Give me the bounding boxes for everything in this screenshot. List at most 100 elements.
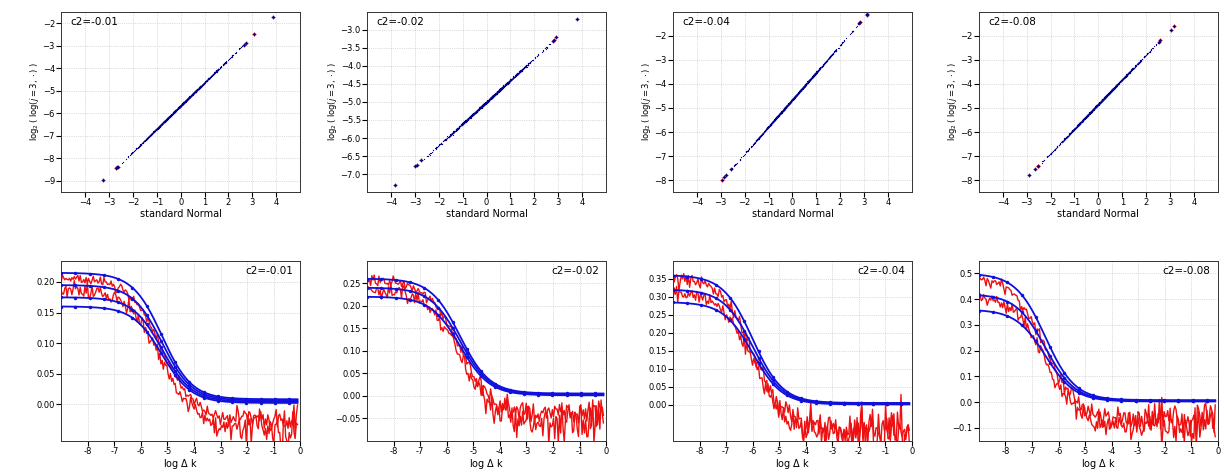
- Point: [159, 113, 179, 120]
- Point: [503, 74, 523, 82]
- Point: [454, 118, 474, 126]
- Point: [497, 80, 517, 87]
- Point: [476, 100, 496, 107]
- Point: [474, 102, 493, 109]
- Point: [447, 126, 466, 134]
- Point: [771, 108, 791, 116]
- Point: [800, 75, 820, 83]
- Point: [796, 81, 815, 88]
- Point: [153, 118, 173, 126]
- Point: [175, 99, 195, 106]
- Point: [182, 91, 202, 99]
- Point: [803, 73, 823, 81]
- Point: [463, 111, 482, 119]
- Point: [808, 66, 827, 74]
- Point: [513, 66, 532, 73]
- Point: [504, 73, 524, 81]
- Point: [202, 72, 222, 80]
- Point: [173, 100, 192, 108]
- Point: [1106, 82, 1126, 90]
- Point: [173, 100, 192, 108]
- Point: [1127, 61, 1147, 68]
- Point: [184, 90, 203, 97]
- Point: [772, 107, 792, 115]
- Point: [1051, 138, 1071, 146]
- Point: [774, 106, 793, 114]
- Point: [1109, 80, 1129, 88]
- Point: [464, 110, 483, 118]
- Point: [469, 106, 488, 113]
- Point: [133, 138, 153, 146]
- Point: [799, 76, 819, 83]
- Point: [146, 128, 165, 135]
- Point: [436, 136, 455, 143]
- Point: [493, 83, 513, 91]
- Point: [1095, 93, 1115, 101]
- Point: [502, 75, 521, 83]
- Point: [481, 94, 501, 101]
- Point: [508, 70, 528, 77]
- Point: [494, 82, 514, 89]
- Point: [789, 89, 809, 96]
- Point: [1118, 71, 1137, 79]
- Point: [198, 75, 218, 83]
- Point: [444, 128, 464, 136]
- Point: [186, 86, 206, 94]
- Point: [198, 74, 218, 82]
- Point: [1086, 102, 1105, 109]
- Point: [1093, 97, 1113, 104]
- Point: [792, 86, 812, 93]
- Point: [490, 85, 509, 93]
- Point: [1065, 126, 1084, 133]
- Point: [775, 105, 794, 112]
- Point: [1056, 133, 1076, 141]
- Point: [788, 90, 808, 98]
- Point: [774, 106, 793, 113]
- Point: [754, 129, 774, 137]
- Point: [477, 98, 497, 105]
- Point: [750, 132, 770, 140]
- Point: [1078, 111, 1098, 118]
- Point: [515, 62, 535, 69]
- Point: [1076, 113, 1095, 121]
- Point: [1109, 80, 1129, 87]
- Point: [1095, 94, 1115, 101]
- Point: [1119, 69, 1138, 77]
- Point: [824, 50, 843, 58]
- Point: [741, 143, 760, 151]
- Point: [750, 132, 770, 140]
- Point: [841, 29, 860, 36]
- Point: [126, 145, 146, 152]
- Point: [1089, 100, 1109, 107]
- Point: [1118, 71, 1137, 78]
- Point: [1098, 91, 1118, 98]
- Point: [1142, 46, 1162, 53]
- Point: [475, 100, 494, 107]
- Point: [461, 112, 481, 120]
- Point: [498, 79, 518, 86]
- Point: [1118, 70, 1137, 77]
- Point: [171, 101, 191, 109]
- Point: [196, 77, 215, 85]
- Point: [1073, 116, 1093, 123]
- Point: [193, 81, 213, 88]
- Point: [188, 85, 208, 92]
- Point: [1094, 94, 1114, 101]
- Point: [503, 74, 523, 82]
- Point: [1065, 125, 1084, 133]
- Point: [179, 95, 198, 102]
- Point: [463, 111, 482, 119]
- Point: [791, 86, 810, 94]
- Point: [793, 83, 813, 91]
- Point: [1058, 132, 1077, 139]
- Point: [763, 118, 782, 126]
- Point: [421, 149, 441, 156]
- Point: [458, 115, 477, 123]
- Point: [711, 177, 731, 184]
- Point: [176, 98, 196, 105]
- Point: [190, 83, 209, 91]
- Point: [512, 66, 531, 74]
- Point: [1095, 94, 1115, 101]
- Point: [464, 109, 483, 117]
- Point: [459, 114, 479, 122]
